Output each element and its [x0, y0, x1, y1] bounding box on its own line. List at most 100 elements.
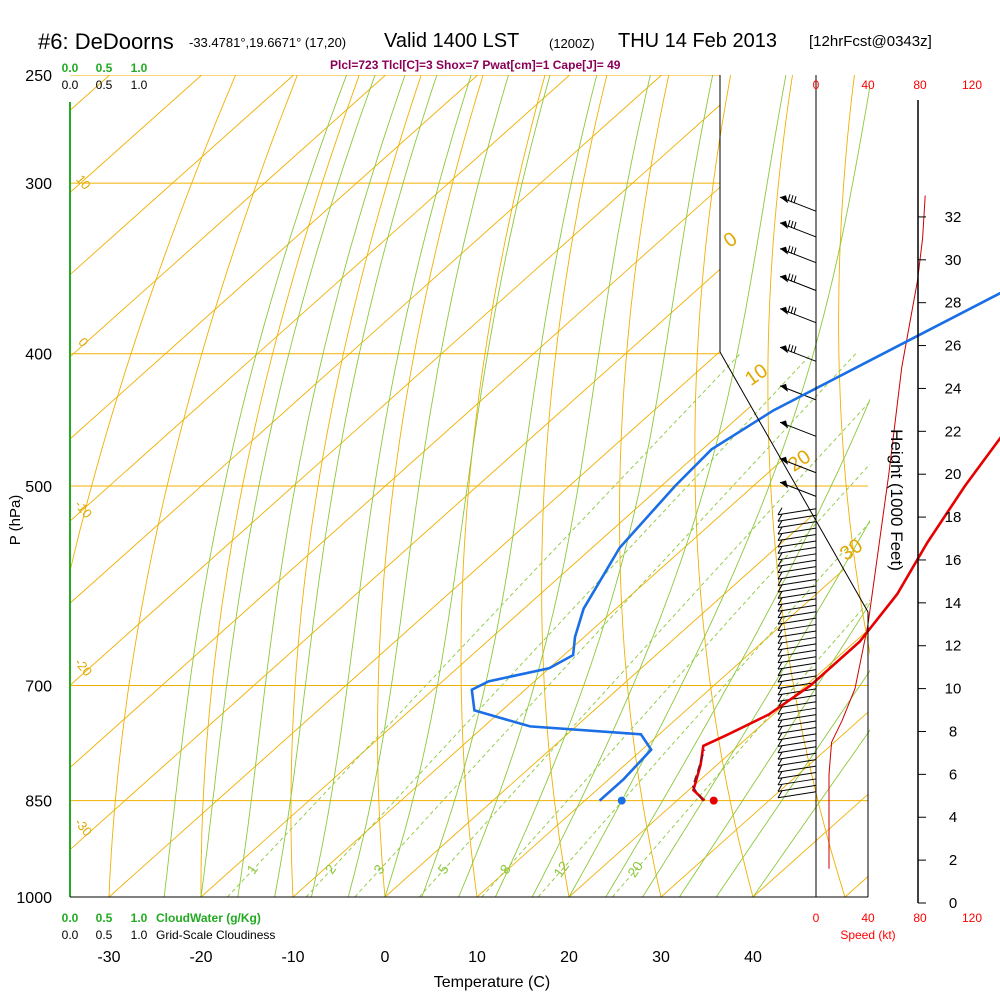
wind-barb-flag — [777, 655, 783, 663]
height-tick-label: 4 — [949, 809, 957, 826]
forecast-run: [12hrFcst@0343z] — [809, 33, 932, 50]
wind-barb — [779, 383, 817, 401]
wind-barb — [777, 687, 817, 696]
wind-barb-flag — [777, 719, 783, 728]
wind-barb-staff — [777, 566, 817, 574]
temperature-tick-label: 20 — [560, 949, 578, 966]
dry-adiabat-line — [108, 75, 298, 897]
wind-barb — [779, 273, 817, 291]
wind-barb-staff — [777, 675, 817, 683]
wind-barb — [777, 616, 817, 625]
wind-barb-flag — [777, 732, 783, 741]
wind-barb — [777, 751, 817, 760]
moist-adiabat-line — [310, 75, 472, 897]
wind-barb-staff — [777, 733, 817, 741]
height-tick-label: 0 — [949, 895, 957, 912]
wind-barb — [777, 571, 817, 580]
wind-barb — [777, 629, 817, 638]
cloudiness-scale-top: 0.5 — [96, 78, 113, 92]
wind-barb-staff — [777, 707, 817, 715]
wind-barb-staff — [777, 514, 817, 522]
station-coordinates: -33.4781°,19.6671° (17,20) — [189, 35, 347, 50]
height-tick-label: 22 — [945, 423, 962, 440]
wind-barb-flag — [777, 597, 783, 606]
wind-barb-feather — [793, 247, 797, 255]
wind-barb-pennant — [780, 480, 788, 489]
wind-barb-flag — [777, 777, 783, 786]
wind-barb-staff — [777, 746, 817, 754]
pressure-tick-label: 500 — [25, 479, 52, 496]
wind-barb-flag — [777, 764, 783, 773]
wind-barb-flag — [777, 784, 783, 792]
wind-barb — [779, 219, 817, 238]
wind-barb-staff — [777, 662, 817, 670]
wind-barb-feather — [793, 346, 797, 354]
wind-barb-feather — [787, 194, 791, 202]
wind-barb-staff — [777, 714, 817, 722]
wind-barb-pennant — [780, 306, 788, 315]
wind-barb-feather — [793, 196, 797, 204]
wind-barb — [779, 456, 817, 474]
wind-barb-feather — [787, 273, 791, 281]
wind-barb-staff — [777, 617, 817, 625]
height-tick-label: 10 — [945, 681, 962, 698]
wind-barb-feather — [790, 274, 794, 282]
dry-adiabat-label: -20 — [72, 655, 96, 679]
cloudiness-scale-bottom: 1.0 — [131, 928, 148, 942]
pressure-tick-label: 300 — [25, 176, 52, 193]
dry-adiabat-label: -10 — [72, 497, 96, 521]
wind-barb-flag — [777, 649, 783, 657]
wind-barb — [777, 739, 817, 747]
wind-barb — [777, 565, 817, 574]
moist-adiabat-line — [568, 83, 870, 897]
height-tick-label: 28 — [945, 295, 962, 312]
wind-barb-flag — [777, 636, 783, 644]
moist-adiabat-line — [715, 669, 870, 897]
wind-barb-staff — [777, 752, 817, 760]
moist-adiabat-line — [531, 75, 787, 897]
height-tick-label: 16 — [945, 552, 962, 569]
speed-tick-bottom: 80 — [913, 911, 927, 925]
height-tick-label: 18 — [945, 509, 962, 526]
dry-adiabat-label: 10 — [73, 172, 94, 193]
wind-barb-staff — [777, 591, 817, 599]
theta-e-label: 30 — [836, 535, 867, 566]
height-tick-label: 26 — [945, 338, 962, 355]
wind-barb-flag — [777, 604, 783, 612]
dry-adiabat-line — [460, 75, 546, 897]
wind-barb-flag — [777, 642, 783, 651]
stability-parameters: Plcl=723 Tlcl[C]=3 Shox=7 Pwat[cm]=1 Cap… — [330, 58, 621, 72]
wind-barb-flag — [777, 610, 783, 618]
wind-barb-pennant — [780, 220, 788, 229]
wind-barb-staff — [777, 681, 817, 689]
wind-barb-flag — [777, 513, 783, 522]
utc-time: (1200Z) — [549, 36, 595, 51]
wind-barb-flag — [777, 533, 783, 541]
wind-barb — [777, 790, 817, 799]
isotherm-line — [70, 75, 294, 897]
wind-barb-staff — [777, 649, 817, 657]
dry-adiabat-line — [619, 75, 670, 897]
speed-tick-bottom: 40 — [861, 911, 875, 925]
wind-barb-flag — [777, 739, 783, 747]
wind-barb-pennant — [780, 195, 788, 204]
speed-tick-bottom: 0 — [813, 911, 820, 925]
cloudwater-scale-bottom: 1.0 — [131, 911, 148, 925]
wind-barb — [779, 420, 817, 437]
wind-barb-flag — [777, 726, 783, 734]
moist-adiabat-line — [752, 729, 870, 897]
wind-barb-pennant — [780, 383, 788, 392]
height-tick-label: 30 — [945, 252, 962, 269]
wind-barb-staff — [777, 534, 817, 542]
height-tick-label: 8 — [949, 723, 957, 740]
wind-barb-feather — [787, 219, 791, 228]
cloudiness-scale-bottom: 0.5 — [96, 928, 113, 942]
wind-barb-staff — [777, 656, 817, 664]
valid-time: Valid 1400 LST — [384, 30, 520, 52]
wind-barb-feather — [787, 305, 791, 313]
cloudiness-label: Grid-Scale Cloudiness — [156, 928, 275, 942]
mixing-ratio-line — [227, 353, 741, 897]
wind-barb-staff — [777, 778, 817, 786]
speed-tick-top: 80 — [913, 78, 927, 92]
